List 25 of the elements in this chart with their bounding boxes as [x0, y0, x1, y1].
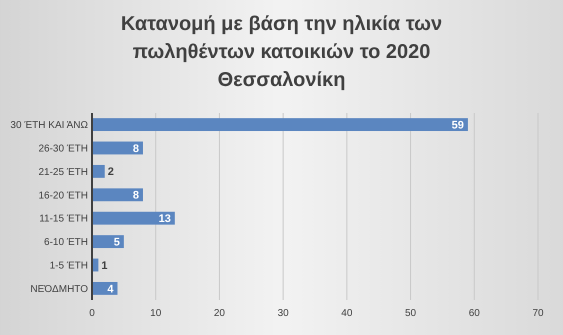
x-tick-label: 20 — [214, 308, 226, 319]
x-tick-label: 0 — [89, 308, 96, 319]
data-label: 2 — [108, 166, 114, 178]
x-tick-label: 60 — [468, 308, 480, 319]
x-tick-label: 40 — [341, 308, 353, 319]
data-label: 5 — [114, 236, 120, 248]
x-tick-label: 50 — [405, 308, 417, 319]
x-tick-label: 70 — [532, 308, 544, 319]
y-tick-label: 26-30 ΈΤΗ — [38, 143, 88, 154]
data-label: 1 — [101, 260, 108, 272]
y-tick-label: 21-25 ΈΤΗ — [38, 166, 88, 178]
y-tick-label: 6-10 ΈΤΗ — [44, 237, 88, 248]
chart-title: Κατανομή με βάση την ηλικία των πωληθέντων κατοικιών το 2020 Θεσσαλονίκη — [120, 13, 442, 91]
data-label: 8 — [132, 142, 139, 155]
data-label: 8 — [132, 190, 139, 202]
x-tick-label: 10 — [150, 308, 162, 319]
data-label: 13 — [158, 213, 171, 226]
x-tick-label: 30 — [278, 308, 290, 319]
y-tick-label: 1-5 ΈΤΗ — [50, 260, 88, 272]
y-tick-label: ΝΕΌΔΜΗΤΟ — [30, 284, 88, 295]
data-label: 4 — [107, 283, 114, 296]
y-tick-label: 11-15 ΈΤΗ — [39, 214, 88, 225]
y-tick-label: 16-20 ΈΤΗ — [38, 190, 88, 202]
data-label: 59 — [452, 119, 464, 132]
y-tick-label: 30 ΈΤΗ ΚΑΙ ΆΝΩ — [10, 120, 89, 132]
